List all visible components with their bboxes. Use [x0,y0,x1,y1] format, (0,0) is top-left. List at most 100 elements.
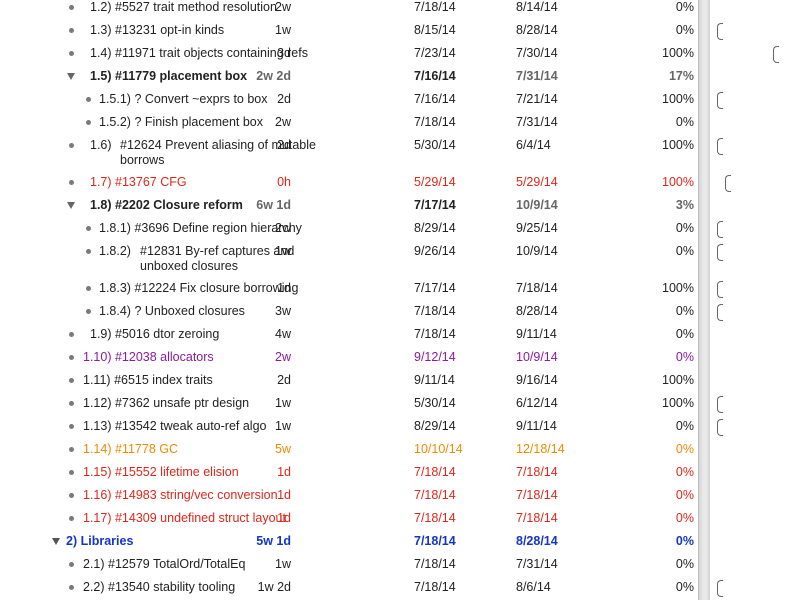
task-duration[interactable]: 1d [277,281,291,295]
task-duration[interactable]: 1w [275,557,291,571]
task-percent[interactable]: 0% [675,304,694,318]
gantt-bracket-icon[interactable] [717,419,723,436]
task-title[interactable]: ? Unboxed closures [134,304,245,318]
task-title[interactable]: #5016 dtor zeroing [115,327,220,341]
task-start[interactable]: 7/16/14 [414,92,456,106]
task-percent[interactable]: 100% [662,396,694,410]
task-percent[interactable]: 0% [675,557,694,571]
task-end[interactable]: 8/28/14 [516,23,558,37]
task-duration[interactable]: 1d [277,511,291,525]
task-end[interactable]: 9/25/14 [516,221,558,235]
task-duration[interactable]: 1w [275,396,291,410]
task-percent[interactable]: 100% [662,373,694,387]
task-end[interactable]: 8/28/14 [516,534,558,548]
task-start[interactable]: 5/30/14 [414,396,456,410]
task-title[interactable]: #12224 Fix closure borrowing [134,281,299,295]
task-title[interactable]: #13540 stability tooling [108,580,236,594]
task-start[interactable]: 7/18/14 [414,327,456,341]
task-percent[interactable]: 100% [662,175,694,189]
task-duration[interactable]: 1w [275,23,291,37]
task-title[interactable]: #12579 TotalOrd/TotalEq [108,557,246,571]
task-duration[interactable]: 2w [275,221,291,235]
task-start[interactable]: 7/18/14 [414,0,456,14]
task-duration[interactable]: 2d [277,373,291,387]
task-duration[interactable]: 6w 1d [256,198,291,212]
task-title[interactable]: #13542 tweak auto-ref algo [114,419,267,433]
gantt-bracket-icon[interactable] [717,580,723,597]
task-percent[interactable]: 0% [675,23,694,37]
task-end[interactable]: 9/11/14 [516,327,557,341]
task-percent[interactable]: 0% [675,244,694,258]
task-title[interactable]: #13231 opt-in kinds [115,23,225,37]
task-percent[interactable]: 0% [675,534,694,548]
task-duration[interactable]: 1w [275,419,291,433]
task-end[interactable]: 10/9/14 [516,198,558,212]
gantt-bracket-icon[interactable] [717,92,723,109]
task-start[interactable]: 8/29/14 [414,419,456,433]
task-start[interactable]: 7/17/14 [414,198,456,212]
task-start[interactable]: 8/15/14 [414,23,456,37]
task-percent[interactable]: 0% [675,115,694,129]
task-end[interactable]: 10/9/14 [516,350,558,364]
task-end[interactable]: 7/31/14 [516,115,558,129]
task-end[interactable]: 7/18/14 [516,488,558,502]
gantt-bracket-icon[interactable] [717,221,723,238]
task-percent[interactable]: 0% [675,350,694,364]
task-start[interactable]: 7/18/14 [414,511,456,525]
task-duration[interactable]: 1w 2d [257,580,291,594]
task-duration[interactable]: 2w [275,350,291,364]
task-title[interactable]: #12831 By-ref captures and unboxed closu… [140,244,295,273]
disclosure-triangle-expanded-icon[interactable] [67,73,75,80]
task-start[interactable]: 7/18/14 [414,488,456,502]
task-start[interactable]: 7/17/14 [414,281,456,295]
task-duration[interactable]: 0h [277,175,291,189]
task-title[interactable]: #11778 GC [114,442,178,456]
task-end[interactable]: 6/12/14 [516,396,558,410]
task-duration[interactable]: 3w [275,304,291,318]
task-percent[interactable]: 0% [675,221,694,235]
task-duration[interactable]: 1d [277,488,291,502]
task-start[interactable]: 5/29/14 [414,175,456,189]
task-percent[interactable]: 3% [675,198,694,212]
task-end[interactable]: 9/11/14 [516,419,557,433]
task-percent[interactable]: 100% [662,281,694,295]
gantt-bracket-icon[interactable] [717,396,723,413]
task-end[interactable]: 7/18/14 [516,281,558,295]
task-duration[interactable]: 2d [277,92,291,106]
task-title[interactable]: #3696 Define region hierarchy [134,221,302,235]
gantt-bracket-icon[interactable] [717,138,723,155]
task-end[interactable]: 5/29/14 [516,175,558,189]
task-end[interactable]: 8/28/14 [516,304,558,318]
task-start[interactable]: 9/12/14 [414,350,456,364]
task-end[interactable]: 7/30/14 [516,46,558,60]
task-percent[interactable]: 0% [675,442,694,456]
gantt-bracket-icon[interactable] [717,281,723,298]
task-start[interactable]: 7/18/14 [414,557,456,571]
gantt-bracket-icon[interactable] [717,23,723,40]
disclosure-triangle-expanded-icon[interactable] [52,538,60,545]
task-title[interactable]: #6515 index traits [114,373,213,387]
task-percent[interactable]: 0% [675,511,694,525]
task-percent[interactable]: 0% [675,0,694,14]
task-percent[interactable]: 0% [675,488,694,502]
task-end[interactable]: 10/9/14 [516,244,558,258]
task-start[interactable]: 7/23/14 [414,46,456,60]
task-title[interactable]: ? Convert ~exprs to box [134,92,268,106]
task-title[interactable]: #2202 Closure reform [115,198,243,212]
task-start[interactable]: 7/18/14 [414,534,456,548]
task-end[interactable]: 9/16/14 [516,373,558,387]
task-start[interactable]: 8/29/14 [414,221,456,235]
task-title[interactable]: #12624 Prevent aliasing of mutable borro… [120,138,316,167]
task-duration[interactable]: 2d [277,138,291,152]
gantt-bracket-icon[interactable] [725,175,731,192]
task-end[interactable]: 8/14/14 [516,0,558,14]
task-duration[interactable]: 2w 2d [256,69,291,83]
task-end[interactable]: 12/18/14 [516,442,565,456]
task-duration[interactable]: 1d [277,465,291,479]
task-start[interactable]: 7/16/14 [414,69,456,83]
task-title[interactable]: #5527 trait method resolution [115,0,277,14]
task-title[interactable]: #12038 allocators [114,350,214,364]
task-duration[interactable]: 2w [275,0,291,14]
task-duration[interactable]: 5w [275,442,291,456]
task-percent[interactable]: 0% [675,419,694,433]
